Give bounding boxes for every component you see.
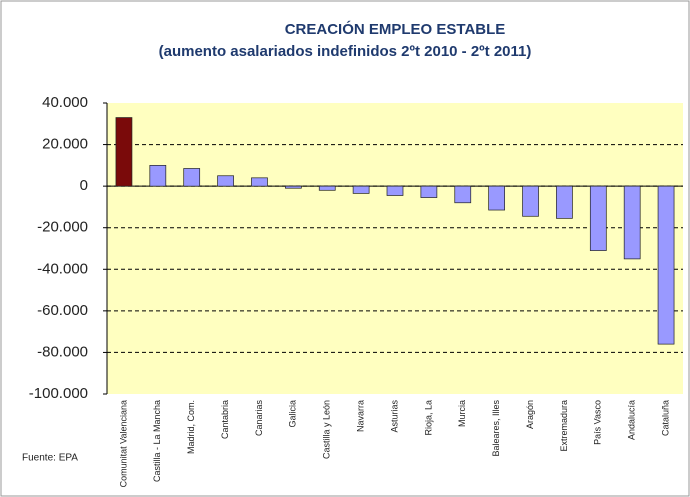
x-tick-label: Castilla - La Mancha [152,400,162,482]
y-tick-label: 20.000 [42,136,88,153]
y-tick-label: -60.000 [37,302,88,319]
x-tick-label: Castilla y León [322,400,332,459]
x-tick-label: Comunitat Valenciana [118,400,128,487]
plot-area [107,103,683,394]
x-tick-label: Cataluña [660,400,670,436]
bar [386,185,404,196]
x-tick-label: País Vasco [593,400,603,445]
bar [285,185,302,189]
y-tick-label: 40.000 [42,94,88,111]
x-tick-label: Canarias [254,400,264,437]
bar [115,117,133,187]
y-tick-label: -100.000 [29,385,88,402]
x-tick-label: Andalucía [627,400,637,440]
bar [623,185,641,260]
source-note: Fuente: EPA [22,453,78,464]
bar [318,185,336,191]
bar [420,185,438,198]
x-tick-label: Extremadura [559,400,569,452]
bar [217,175,234,187]
bar [251,177,268,187]
bar [488,185,505,211]
bar [522,185,539,217]
x-tick-label: Murcia [457,400,467,427]
chart-subtitle: (aumento asalariados indefinidos 2ºt 201… [159,43,532,60]
bar [657,185,675,345]
x-tick-label: Rioja, La [423,400,433,436]
y-tick-label: -40.000 [37,260,88,277]
chart-title: CREACIÓN EMPLEO ESTABLE [285,20,506,38]
y-tick-label: -80.000 [37,343,88,360]
x-tick-label: Madrid, Com. [186,400,196,454]
bar [352,185,370,194]
x-tick-label: Galicia [288,400,298,428]
y-tick-label: 0 [80,177,88,194]
bar [556,185,573,219]
bar [183,168,201,187]
bar [589,185,607,251]
x-tick-label: Cantabria [220,400,230,439]
bar [149,165,167,187]
bar [454,185,472,204]
x-tick-label: Baleares, Illes [491,400,501,457]
x-tick-label: Asturias [389,400,399,433]
y-tick-label: -20.000 [37,219,88,236]
x-tick-label: Navarra [355,400,365,432]
x-tick-label: Aragón [525,400,535,429]
